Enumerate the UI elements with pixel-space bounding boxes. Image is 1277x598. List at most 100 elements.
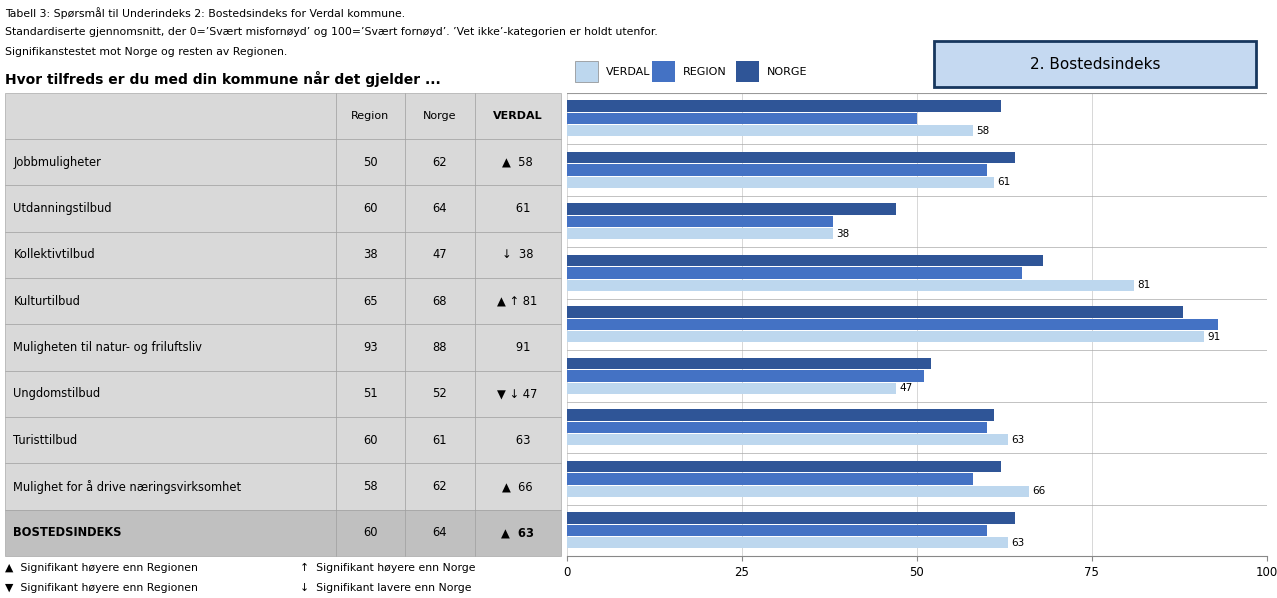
Text: ▼  Signifikant høyere enn Regionen: ▼ Signifikant høyere enn Regionen <box>5 583 198 593</box>
Text: 88: 88 <box>433 341 447 354</box>
Text: NORGE: NORGE <box>767 67 807 77</box>
Bar <box>5 139 336 185</box>
Bar <box>567 383 896 394</box>
Text: 62: 62 <box>433 155 447 169</box>
Text: ↓  38: ↓ 38 <box>502 248 534 261</box>
Text: 52: 52 <box>433 388 447 401</box>
Bar <box>405 278 475 324</box>
Bar <box>336 93 405 139</box>
Bar <box>475 232 561 278</box>
Bar <box>567 125 973 136</box>
Text: 91: 91 <box>1207 332 1221 342</box>
Bar <box>567 512 1015 524</box>
Text: Region: Region <box>351 111 389 121</box>
Bar <box>567 255 1043 266</box>
Bar <box>336 463 405 509</box>
Bar <box>737 61 760 83</box>
Bar <box>567 422 987 433</box>
Bar <box>405 93 475 139</box>
Bar <box>5 278 336 324</box>
Text: 66: 66 <box>1032 486 1046 496</box>
Bar <box>336 232 405 278</box>
Bar <box>5 324 336 371</box>
Bar <box>475 371 561 417</box>
Text: 63: 63 <box>504 434 530 447</box>
Bar <box>567 176 994 188</box>
Bar <box>405 509 475 556</box>
Text: 63: 63 <box>1011 538 1024 548</box>
Bar <box>5 232 336 278</box>
Bar <box>567 306 1183 318</box>
Text: ▲  63: ▲ 63 <box>501 526 534 539</box>
Text: 64: 64 <box>433 202 447 215</box>
Bar <box>336 417 405 463</box>
Text: ↓  Signifikant lavere enn Norge: ↓ Signifikant lavere enn Norge <box>300 583 471 593</box>
Text: ▲  66: ▲ 66 <box>502 480 533 493</box>
Text: 47: 47 <box>899 383 913 393</box>
Text: 61: 61 <box>997 177 1010 187</box>
Bar <box>336 371 405 417</box>
Bar <box>567 524 987 536</box>
Bar <box>475 185 561 232</box>
Bar <box>405 371 475 417</box>
Bar <box>5 371 336 417</box>
Text: 93: 93 <box>363 341 378 354</box>
Text: Hvor tilfreds er du med din kommune når det gjelder ...: Hvor tilfreds er du med din kommune når … <box>5 71 441 87</box>
Bar <box>5 185 336 232</box>
Bar <box>567 434 1008 446</box>
Bar <box>567 486 1029 497</box>
Bar <box>567 358 931 369</box>
Bar <box>567 370 923 382</box>
Text: 60: 60 <box>363 434 378 447</box>
Text: 62: 62 <box>433 480 447 493</box>
Text: Kollektivtilbud: Kollektivtilbud <box>14 248 94 261</box>
Text: 61: 61 <box>433 434 447 447</box>
Bar <box>567 461 1001 472</box>
Bar <box>405 324 475 371</box>
Text: 51: 51 <box>363 388 378 401</box>
Text: 64: 64 <box>433 526 447 539</box>
Bar <box>567 267 1022 279</box>
Text: Signifikanstestet mot Norge og resten av Regionen.: Signifikanstestet mot Norge og resten av… <box>5 47 287 57</box>
Text: Ungdomstilbud: Ungdomstilbud <box>14 388 101 401</box>
Bar <box>567 164 987 176</box>
Bar <box>567 203 896 215</box>
Bar <box>475 417 561 463</box>
Text: ▲  58: ▲ 58 <box>502 155 533 169</box>
Text: 2. Bostedsindeks: 2. Bostedsindeks <box>1031 57 1161 72</box>
Bar <box>567 152 1015 163</box>
Text: ▲ ↑ 81: ▲ ↑ 81 <box>498 295 538 308</box>
Text: 58: 58 <box>977 126 990 136</box>
Text: 61: 61 <box>504 202 530 215</box>
Text: Norge: Norge <box>423 111 457 121</box>
Bar <box>336 509 405 556</box>
Bar <box>567 228 833 239</box>
Bar <box>567 113 917 124</box>
Bar <box>475 463 561 509</box>
Text: 50: 50 <box>363 155 378 169</box>
Bar <box>567 473 973 484</box>
Text: 38: 38 <box>363 248 378 261</box>
Bar <box>405 463 475 509</box>
Bar <box>475 509 561 556</box>
Bar <box>475 139 561 185</box>
Text: 58: 58 <box>363 480 378 493</box>
Bar <box>567 280 1134 291</box>
Text: 38: 38 <box>836 229 849 239</box>
Text: VERDAL: VERDAL <box>605 67 650 77</box>
Text: 60: 60 <box>363 202 378 215</box>
Bar <box>336 185 405 232</box>
Text: Mulighet for å drive næringsvirksomhet: Mulighet for å drive næringsvirksomhet <box>14 480 241 493</box>
Bar <box>5 509 336 556</box>
Bar <box>475 324 561 371</box>
Text: 68: 68 <box>433 295 447 308</box>
Text: Turisttilbud: Turisttilbud <box>14 434 78 447</box>
Text: Tabell 3: Spørsmål til Underindeks 2: Bostedsindeks for Verdal kommune.: Tabell 3: Spørsmål til Underindeks 2: Bo… <box>5 7 405 19</box>
Bar <box>405 232 475 278</box>
Bar <box>475 93 561 139</box>
Bar <box>475 278 561 324</box>
Text: ▼ ↓ 47: ▼ ↓ 47 <box>497 388 538 401</box>
Text: Standardiserte gjennomsnitt, der 0=’Svært misfornøyd’ og 100=’Svært fornøyd’. ’V: Standardiserte gjennomsnitt, der 0=’Svær… <box>5 27 658 37</box>
Text: 65: 65 <box>363 295 378 308</box>
Bar <box>336 139 405 185</box>
